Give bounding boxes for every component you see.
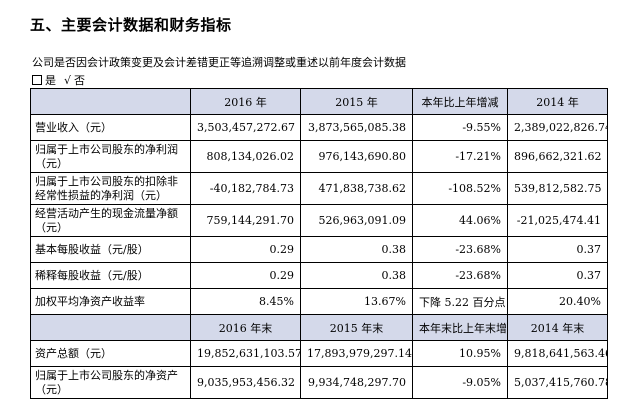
table-cell: 0.29 xyxy=(190,236,301,263)
header-cell: 本年比上年增减 xyxy=(412,88,508,115)
table-cell: -9.05% xyxy=(412,366,508,399)
table-cell: 471,838,738.62 xyxy=(300,172,413,205)
header-cell: 2015 年末 xyxy=(300,314,413,341)
header-cell: 2014 年末 xyxy=(507,314,608,341)
table-cell: 0.38 xyxy=(300,236,413,263)
header-cell: 2014 年 xyxy=(507,88,608,115)
answer-no-label: 否 xyxy=(74,74,86,87)
header-cell: 2015 年 xyxy=(300,88,413,115)
row-label: 经营活动产生的现金流量净额（元） xyxy=(30,204,191,237)
section-title: 五、主要会计数据和财务指标 xyxy=(30,16,232,34)
table-header-row: 2016 年末 2015 年末 本年末比上年末增减 2014 年末 xyxy=(30,314,608,341)
table-row: 基本每股收益（元/股） 0.29 0.38 -23.68% 0.37 xyxy=(30,236,608,263)
table-row: 归属于上市公司股东的扣除非经常性损益的净利润（元） -40,182,784.73… xyxy=(30,172,608,205)
table-cell: -9.55% xyxy=(412,114,508,141)
row-label: 加权平均净资产收益率 xyxy=(30,288,191,315)
table-cell: 0.38 xyxy=(300,262,413,289)
table-cell: 9,035,953,456.32 xyxy=(190,366,301,399)
table-cell: -108.52% xyxy=(412,172,508,205)
table-cell: 976,143,690.80 xyxy=(300,140,413,173)
restatement-answer: 是 √ 否 xyxy=(32,72,85,88)
row-label: 资产总额（元） xyxy=(30,340,191,367)
table-cell: 13.67% xyxy=(300,288,413,315)
header-cell xyxy=(30,88,191,115)
row-label: 基本每股收益（元/股） xyxy=(30,236,191,263)
table-cell: 526,963,091.09 xyxy=(300,204,413,237)
table-cell: 0.37 xyxy=(507,236,608,263)
table-cell: 下降 5.22 百分点 xyxy=(412,288,508,315)
table-cell: 808,134,026.02 xyxy=(190,140,301,173)
header-cell: 本年末比上年末增减 xyxy=(412,314,508,341)
table-cell: 2,389,022,826.74 xyxy=(507,114,608,141)
table-cell: 44.06% xyxy=(412,204,508,237)
table-header-row: 2016 年 2015 年 本年比上年增减 2014 年 xyxy=(30,88,608,115)
financial-indicators-table: 2016 年 2015 年 本年比上年增减 2014 年 营业收入（元） 3,5… xyxy=(30,88,608,399)
table-cell: 19,852,631,103.57 xyxy=(190,340,301,367)
restatement-question: 公司是否因会计政策变更及会计差错更正等追溯调整或重述以前年度会计数据 xyxy=(32,56,406,69)
table-cell: -23.68% xyxy=(412,236,508,263)
row-label: 归属于上市公司股东的扣除非经常性损益的净利润（元） xyxy=(30,172,191,205)
table-cell: 17,893,979,297.14 xyxy=(300,340,413,367)
table-cell: 5,037,415,760.78 xyxy=(507,366,608,399)
table-cell: 10.95% xyxy=(412,340,508,367)
row-label: 稀释每股收益（元/股） xyxy=(30,262,191,289)
table-cell: 20.40% xyxy=(507,288,608,315)
table-row: 归属于上市公司股东的净利润（元） 808,134,026.02 976,143,… xyxy=(30,140,608,173)
table-row: 经营活动产生的现金流量净额（元） 759,144,291.70 526,963,… xyxy=(30,204,608,237)
table-cell: 8.45% xyxy=(190,288,301,315)
table-cell: 539,812,582.75 xyxy=(507,172,608,205)
table-row: 归属于上市公司股东的净资产（元） 9,035,953,456.32 9,934,… xyxy=(30,366,608,399)
table-cell: 759,144,291.70 xyxy=(190,204,301,237)
answer-yes-label: 是 xyxy=(45,74,56,87)
table-cell: -23.68% xyxy=(412,262,508,289)
table-row: 营业收入（元） 3,503,457,272.67 3,873,565,085.3… xyxy=(30,114,608,141)
table-cell: 9,818,641,563.46 xyxy=(507,340,608,367)
table-cell: -17.21% xyxy=(412,140,508,173)
header-cell: 2016 年末 xyxy=(190,314,301,341)
table-cell: 9,934,748,297.70 xyxy=(300,366,413,399)
row-label: 归属于上市公司股东的净资产（元） xyxy=(30,366,191,399)
table-cell: 0.29 xyxy=(190,262,301,289)
row-label: 营业收入（元） xyxy=(30,114,191,141)
table-cell: -21,025,474.41 xyxy=(507,204,608,237)
table-cell: 3,503,457,272.67 xyxy=(190,114,301,141)
table-cell: -40,182,784.73 xyxy=(190,172,301,205)
header-cell: 2016 年 xyxy=(190,88,301,115)
table-row: 稀释每股收益（元/股） 0.29 0.38 -23.68% 0.37 xyxy=(30,262,608,289)
row-label: 归属于上市公司股东的净利润（元） xyxy=(30,140,191,173)
table-cell: 896,662,321.62 xyxy=(507,140,608,173)
table-row: 加权平均净资产收益率 8.45% 13.67% 下降 5.22 百分点 20.4… xyxy=(30,288,608,315)
checkbox-icon xyxy=(32,75,42,85)
header-cell xyxy=(30,314,191,341)
table-row: 资产总额（元） 19,852,631,103.57 17,893,979,297… xyxy=(30,340,608,367)
check-mark-icon: √ xyxy=(64,74,72,87)
table-cell: 0.37 xyxy=(507,262,608,289)
table-cell: 3,873,565,085.38 xyxy=(300,114,413,141)
